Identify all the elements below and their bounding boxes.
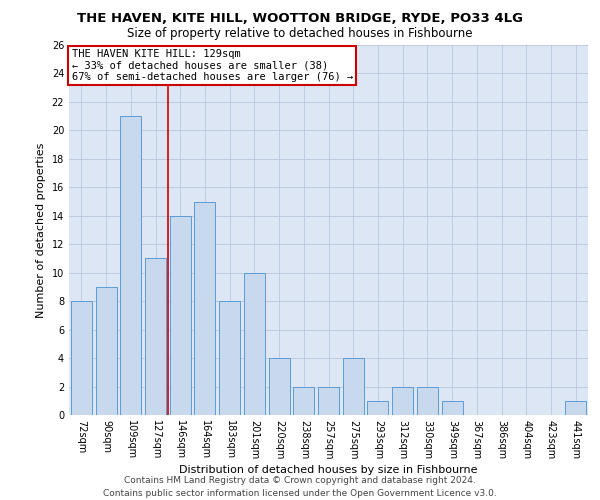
Text: THE HAVEN KITE HILL: 129sqm
← 33% of detached houses are smaller (38)
67% of sem: THE HAVEN KITE HILL: 129sqm ← 33% of det… [71,48,353,82]
Text: Contains HM Land Registry data © Crown copyright and database right 2024.
Contai: Contains HM Land Registry data © Crown c… [103,476,497,498]
Bar [219,301,240,415]
Bar [442,401,463,415]
Text: Size of property relative to detached houses in Fishbourne: Size of property relative to detached ho… [127,28,473,40]
Bar [343,358,364,415]
Bar [417,386,438,415]
Bar [170,216,191,415]
Bar [194,202,215,415]
Bar [392,386,413,415]
Bar [269,358,290,415]
Bar [95,287,116,415]
X-axis label: Distribution of detached houses by size in Fishbourne: Distribution of detached houses by size … [179,465,478,475]
Bar [318,386,339,415]
Bar [145,258,166,415]
Bar [244,272,265,415]
Bar [71,301,92,415]
Bar [367,401,388,415]
Y-axis label: Number of detached properties: Number of detached properties [36,142,46,318]
Text: THE HAVEN, KITE HILL, WOOTTON BRIDGE, RYDE, PO33 4LG: THE HAVEN, KITE HILL, WOOTTON BRIDGE, RY… [77,12,523,26]
Bar [565,401,586,415]
Bar [293,386,314,415]
Bar [120,116,141,415]
